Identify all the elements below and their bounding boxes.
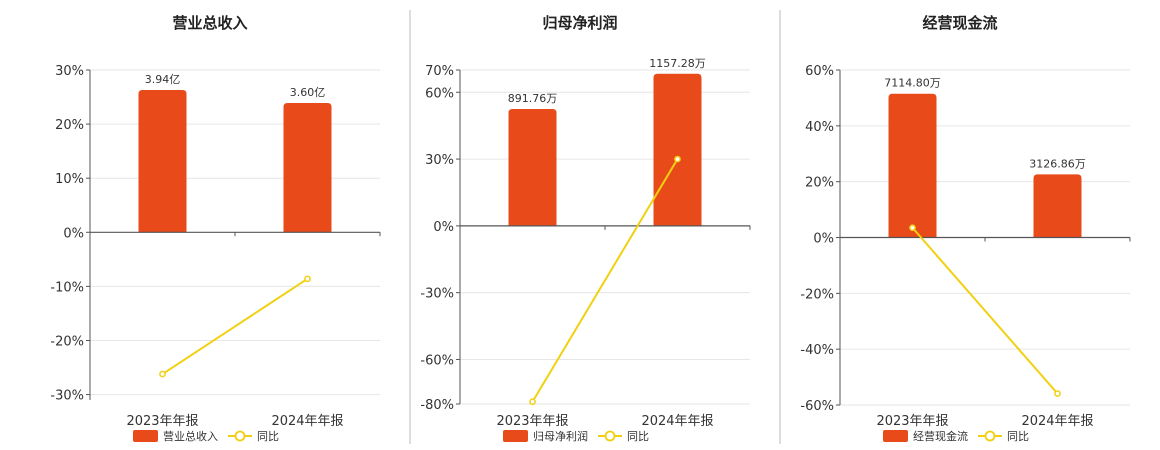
y-tick-label: 30% (425, 153, 454, 168)
yoy-line (161, 277, 309, 375)
bar-data-label: 1157.28万 (649, 57, 706, 70)
chart-panel-2: 归母净利润 70% 60% 30% 0% -30% -60% -80% 891.76万 1157.… (420, 14, 751, 443)
y-tick-label: 40% (805, 120, 834, 135)
bar (653, 73, 702, 226)
y-tick-label: -60% (420, 353, 454, 368)
y-tick-label: 60% (425, 86, 454, 101)
y-tick-label: -40% (800, 343, 834, 358)
legend-bar-swatch (883, 430, 908, 442)
y-tick-label: -30% (50, 389, 84, 404)
y-tick-label: 60% (805, 64, 834, 79)
bar (283, 103, 332, 233)
yoy-line (531, 158, 679, 403)
legend-bar-swatch (133, 430, 158, 442)
y-tick-label: 0% (813, 232, 834, 247)
legend-line-label: 同比 (257, 430, 279, 443)
x-category-label: 2024年年报 (641, 414, 713, 429)
legend-line-label: 同比 (627, 430, 649, 443)
yoy-point (159, 370, 166, 378)
bar-data-label: 3.94亿 (145, 73, 181, 86)
bar (138, 90, 187, 233)
y-tick-label: 20% (55, 118, 84, 133)
legend: 经营现金流 同比 (883, 429, 1029, 443)
y-tick-label: 30% (55, 64, 84, 79)
legend-line-label: 同比 (1007, 430, 1029, 443)
x-category-label: 2023年年报 (126, 414, 198, 429)
yoy-point (529, 398, 536, 406)
y-tick-label: -30% (420, 287, 454, 302)
chart-panel-1: 营业总收入 30% 20% 10% 0% -10% -20% -30% 3.94亿 3.60亿 20… (50, 14, 381, 443)
chart-title: 营业总收入 (172, 14, 247, 32)
yoy-line (911, 227, 1059, 395)
y-tick-label: 70% (425, 64, 454, 79)
legend-bar-label: 归母净利润 (533, 429, 588, 443)
chart-title: 经营现金流 (922, 14, 997, 32)
legend: 营业总收入 同比 (133, 429, 279, 443)
y-tick-label: 0% (63, 226, 84, 241)
legend: 归母净利润 同比 (503, 429, 649, 443)
legend-bar-swatch (503, 430, 528, 442)
legend-bar-label: 营业总收入 (163, 429, 218, 443)
y-tick-label: -80% (420, 398, 454, 413)
x-category-label: 2024年年报 (271, 414, 343, 429)
chart-panel-3: 经营现金流 60% 40% 20% 0% -20% -40% -60% 7114.80万 3126… (800, 14, 1131, 443)
yoy-point (1054, 390, 1061, 397)
x-category-label: 2023年年报 (876, 414, 948, 429)
bar-data-label: 7114.80万 (884, 77, 941, 90)
legend-line-marker (234, 430, 246, 442)
y-tick-label: -20% (50, 334, 84, 349)
legend-bar-label: 经营现金流 (913, 429, 968, 443)
legend-line-marker (984, 430, 996, 442)
bar-data-label: 891.76万 (508, 92, 558, 105)
x-category-label: 2023年年报 (496, 414, 568, 429)
x-category-label: 2024年年报 (1021, 414, 1093, 429)
bar (888, 93, 937, 238)
bar (1033, 174, 1082, 238)
y-tick-label: 20% (805, 176, 834, 191)
yoy-point (304, 275, 311, 283)
bar-data-label: 3.60亿 (290, 86, 326, 99)
yoy-point (674, 155, 681, 163)
y-tick-label: -10% (50, 280, 84, 295)
bar (508, 108, 557, 226)
y-tick-label: -20% (800, 287, 834, 302)
bar-data-label: 3126.86万 (1029, 157, 1086, 170)
y-tick-label: -60% (800, 399, 834, 414)
chart-title: 归母净利润 (542, 14, 617, 32)
y-tick-label: 10% (55, 172, 84, 187)
y-tick-label: 0% (433, 220, 454, 235)
legend-line-marker (604, 430, 616, 442)
yoy-point (909, 224, 916, 232)
